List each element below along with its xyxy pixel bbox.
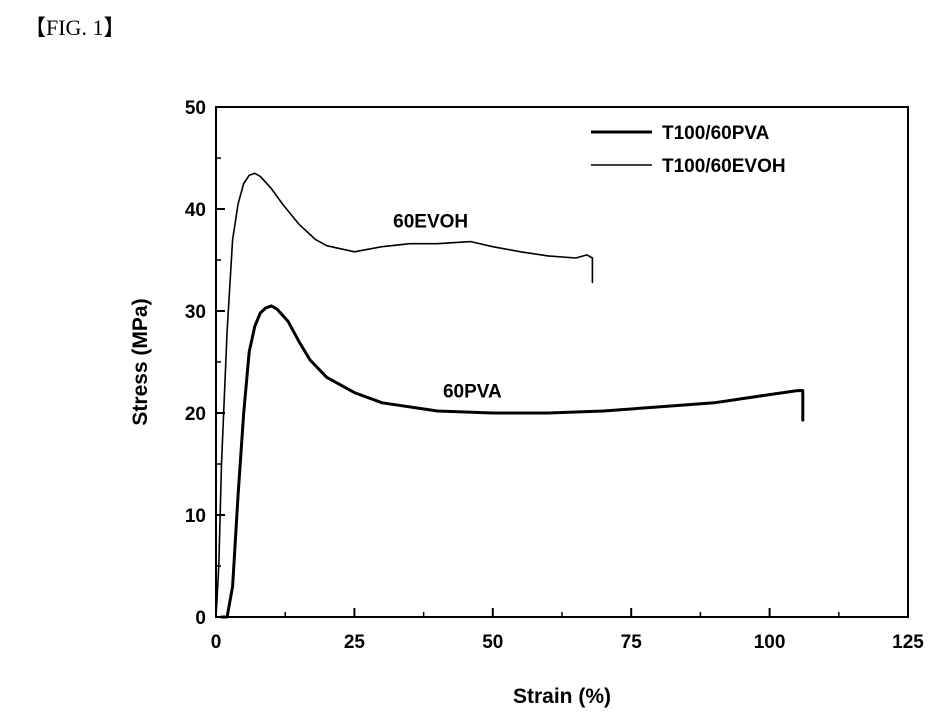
x-tick-label: 25 bbox=[344, 632, 366, 653]
figure-label: 【FIG. 1】 bbox=[24, 15, 126, 40]
curve-annotation: 60EVOH bbox=[393, 211, 468, 232]
series-line-t100-60pva bbox=[220, 304, 805, 619]
legend: T100/60PVA T100/60EVOH bbox=[591, 123, 786, 177]
legend-label: T100/60PVA bbox=[662, 123, 770, 144]
y-tick-label: 30 bbox=[185, 302, 206, 323]
series-line-t100-60evoh bbox=[215, 172, 594, 618]
x-tick-label: 0 bbox=[211, 632, 222, 653]
plot-frame bbox=[215, 106, 909, 618]
x-tick-label: 100 bbox=[754, 632, 786, 653]
y-tick-label: 40 bbox=[185, 200, 206, 221]
x-tick-label: 50 bbox=[482, 632, 503, 653]
x-tick-label: 75 bbox=[621, 632, 643, 653]
y-tick-label: 20 bbox=[185, 404, 206, 425]
y-tick-label: 50 bbox=[185, 98, 206, 119]
x-tick-label: 125 bbox=[892, 632, 924, 653]
y-axis-title: Stress (MPa) bbox=[129, 298, 152, 425]
legend-label: T100/60EVOH bbox=[662, 156, 786, 177]
y-tick-label: 0 bbox=[195, 608, 206, 629]
y-tick-label: 10 bbox=[185, 506, 206, 527]
curve-annotation: 60PVA bbox=[443, 382, 502, 403]
x-axis-title: Strain (%) bbox=[513, 685, 611, 708]
